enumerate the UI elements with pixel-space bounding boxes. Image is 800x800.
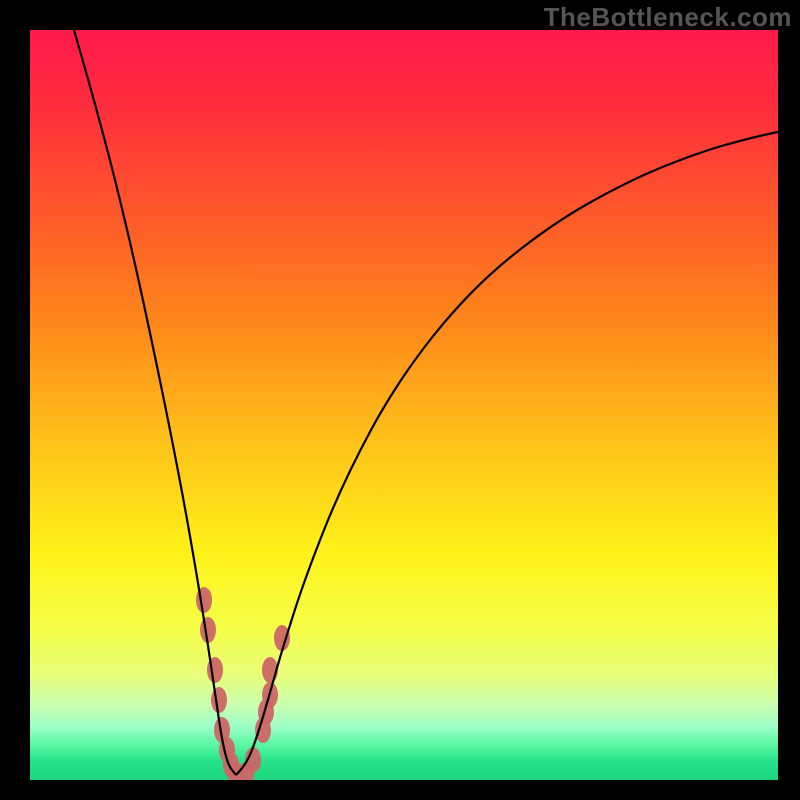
chart-container: TheBottleneck.com	[0, 0, 800, 800]
gradient-background	[30, 30, 778, 780]
bottleneck-curve-chart	[30, 30, 778, 780]
data-marker	[211, 687, 227, 713]
data-marker	[274, 625, 290, 651]
watermark-text: TheBottleneck.com	[544, 2, 792, 33]
